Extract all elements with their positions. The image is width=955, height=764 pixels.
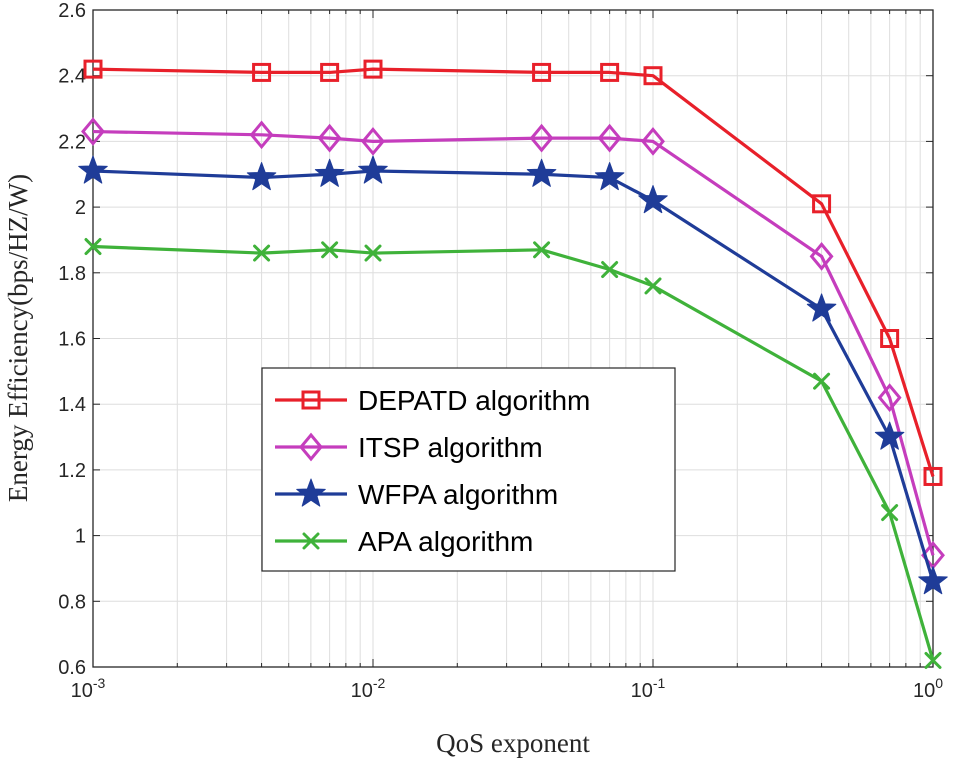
data-point [806, 293, 837, 322]
x-axis-ticks: 10-3 10-2 10-1 100 [71, 10, 943, 702]
legend-item-2: WFPA algorithm [275, 478, 558, 510]
y-tick-label: 1.2 [58, 460, 86, 482]
y-tick-label: 1 [75, 526, 86, 548]
legend-marker [301, 390, 321, 410]
y-axis-ticks: 0.6 0.8 1 1.2 1.4 1.6 1.8 2 2.2 2.4 2.6 [58, 0, 933, 679]
data-point [601, 261, 619, 279]
data-point [918, 566, 948, 595]
y-tick-label: 2.6 [58, 0, 86, 22]
legend: DEPATD algorithm ITSP algorithm WFPA algor… [261, 367, 676, 572]
legend-box [261, 367, 676, 572]
data-point [81, 117, 105, 146]
legend-label: DEPATD algorithm [358, 385, 590, 416]
x-tick-label: 10-3 [71, 675, 106, 702]
data-point [246, 162, 277, 191]
data-point [923, 466, 943, 486]
data-point [877, 383, 902, 412]
legend-label: ITSP algorithm [358, 432, 543, 463]
y-tick-label: 2.2 [58, 131, 86, 153]
data-point [812, 194, 832, 214]
y-tick-label: 1.6 [58, 329, 86, 351]
data-point [880, 329, 900, 348]
data-point [644, 277, 662, 295]
data-point [83, 59, 103, 79]
data-point [874, 421, 905, 450]
legend-item-3: APA algorithm [275, 526, 533, 557]
data-point [594, 162, 625, 191]
data-point [532, 62, 552, 82]
data-point [529, 123, 554, 153]
data-point [361, 127, 385, 156]
y-tick-label: 0.6 [58, 657, 86, 679]
data-point [78, 155, 108, 184]
legend-label: APA algorithm [358, 526, 533, 557]
x-tick-label: 100 [913, 675, 943, 702]
y-tick-label: 2 [75, 197, 86, 219]
data-point [881, 504, 899, 522]
data-point [321, 241, 339, 259]
data-point [314, 158, 345, 187]
x-axis-label: QoS exponent [436, 728, 590, 758]
series-group [78, 59, 948, 669]
series-line-2 [92, 169, 935, 583]
legend-marker [299, 432, 323, 462]
data-point [526, 158, 557, 187]
data-point [317, 123, 342, 153]
y-tick-label: 2.4 [58, 66, 86, 88]
series-1 [81, 117, 945, 570]
data-point [597, 123, 622, 153]
data-point [252, 62, 272, 82]
series-line-0 [92, 67, 935, 477]
data-point [358, 155, 388, 184]
data-point [249, 120, 274, 150]
data-point [320, 62, 340, 82]
data-point [643, 66, 663, 86]
data-point [363, 59, 383, 79]
series-2 [78, 155, 948, 595]
data-point [600, 62, 620, 82]
data-point [809, 242, 834, 271]
y-tick-label: 1.8 [58, 263, 86, 285]
legend-item-0: DEPATD algorithm [275, 385, 590, 416]
series-0 [83, 59, 943, 486]
series-3 [84, 238, 942, 669]
data-point [253, 244, 271, 262]
y-axis-label: Energy Efficiency(bps/HZ/W) [3, 174, 33, 502]
legend-item-1: ITSP algorithm [275, 432, 543, 463]
data-point [84, 238, 102, 256]
legend-marker [302, 532, 320, 550]
x-tick-label: 10-1 [631, 675, 666, 702]
data-point [533, 241, 551, 259]
y-tick-label: 0.8 [58, 591, 86, 613]
series-line-3 [92, 244, 935, 661]
x-tick-label: 10-2 [351, 675, 386, 702]
data-point [638, 185, 668, 214]
data-point [924, 651, 942, 669]
data-point [364, 244, 382, 262]
y-tick-label: 1.4 [58, 394, 86, 416]
legend-label: WFPA algorithm [358, 479, 558, 510]
data-point [813, 372, 831, 390]
data-point [641, 127, 665, 156]
legend-marker [296, 478, 326, 507]
series-line-1 [92, 129, 935, 556]
